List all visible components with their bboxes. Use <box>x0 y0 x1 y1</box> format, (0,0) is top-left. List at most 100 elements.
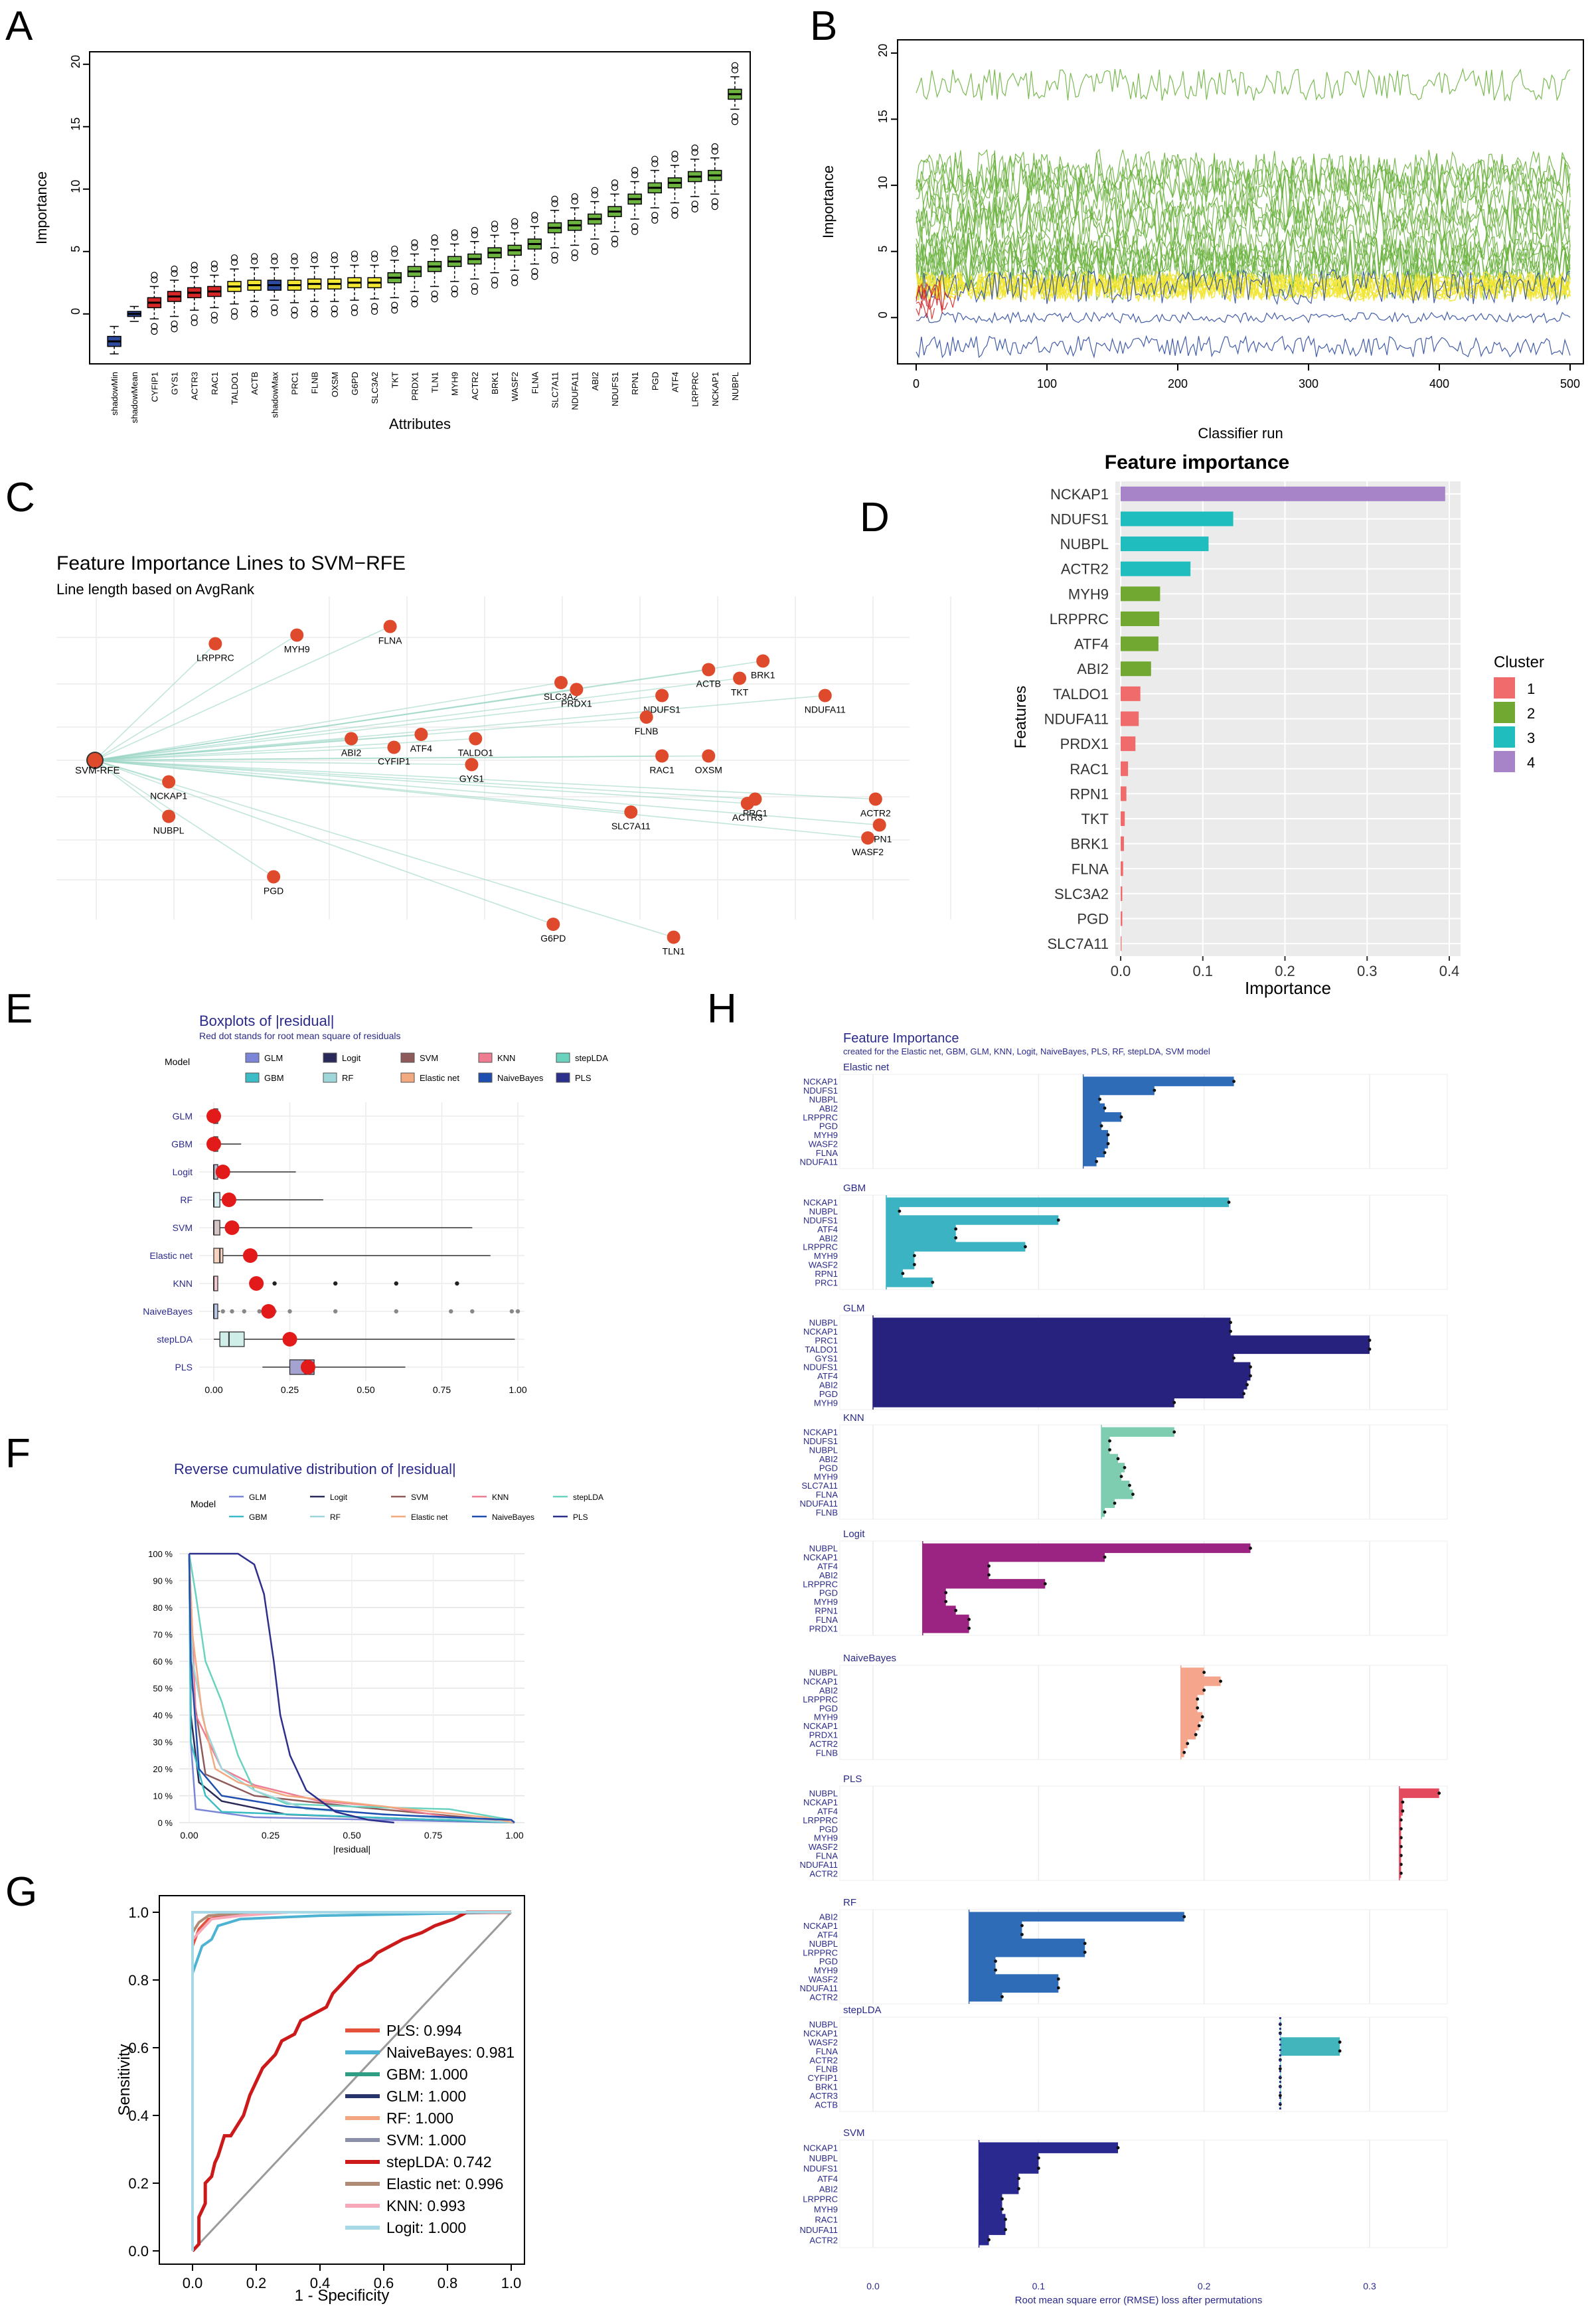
outlier <box>251 257 258 265</box>
feature-label: ABI2 <box>341 748 362 758</box>
chart-title: Feature Importance <box>843 1031 959 1046</box>
feature-label: NUBPL <box>809 1939 838 1949</box>
legend-swatch <box>1494 677 1515 699</box>
importance-bar-ABI2 <box>979 2183 1019 2194</box>
feature-label: PGD <box>819 1824 838 1834</box>
y-tick-label: ACTR2 <box>1061 561 1109 578</box>
importance-point <box>1119 1115 1123 1119</box>
outlier <box>151 272 158 279</box>
outlier <box>371 250 378 258</box>
legend-swatch <box>323 1072 337 1083</box>
x-tick-label: shadowMean <box>129 372 139 423</box>
bar-NDUFS1 <box>1121 511 1234 527</box>
feature-label: ATF4 <box>817 1224 838 1234</box>
x-tick-label: TKT <box>390 372 400 388</box>
importance-point <box>1232 1080 1236 1084</box>
importance-point <box>1106 1133 1110 1137</box>
outlier <box>171 320 178 327</box>
x-tick-label: 0.2 <box>1275 963 1295 979</box>
importance-bar-NCKAP1 <box>969 1920 1022 1931</box>
importance-point <box>1249 1365 1252 1369</box>
outlier <box>511 274 519 282</box>
importance-point <box>1338 2049 1342 2053</box>
outlier <box>571 254 578 262</box>
y-tick-label: 10 % <box>153 1791 173 1801</box>
feature-label: FLNA <box>816 1490 838 1500</box>
importance-bar-NUBPL <box>1180 1667 1204 1677</box>
importance-line-OXSM <box>94 755 709 761</box>
y-tick-label: 20 % <box>153 1764 173 1774</box>
origin-dot <box>86 752 104 769</box>
outlier <box>230 1309 234 1314</box>
importance-point <box>1219 1679 1222 1683</box>
importance-point <box>1229 1329 1232 1333</box>
importance-bar-ACTR2 <box>969 1992 1002 2002</box>
bar-PGD <box>1121 911 1123 926</box>
importance-point <box>1194 1733 1198 1736</box>
plot-frame <box>89 51 751 365</box>
importance-point <box>1017 2177 1020 2181</box>
history-line-ACTR2 <box>916 236 1571 282</box>
y-tick-label: 0.2 <box>128 2175 149 2192</box>
y-tick-label: NDUFS1 <box>1050 511 1109 527</box>
importance-line-PGD <box>94 760 274 878</box>
legend-label: KNN: 0.993 <box>386 2197 465 2214</box>
feature-dot-OXSM <box>702 749 716 763</box>
importance-point <box>1099 1124 1103 1128</box>
x-tick-label: SLC7A11 <box>550 372 560 408</box>
history-line-CYFIP1 <box>916 299 935 319</box>
feature-label: FLNB <box>635 726 659 736</box>
cdf-line-RF <box>188 1553 515 1824</box>
feature-label: NUBPL <box>809 1544 838 1554</box>
importance-bar-MYH9 <box>979 2203 1002 2215</box>
facet-title: RF <box>843 1897 856 1908</box>
outlier <box>531 273 538 280</box>
importance-point <box>1227 1200 1231 1204</box>
feature-label: FLNB <box>816 2064 838 2074</box>
bar-PRDX1 <box>1121 736 1136 752</box>
y-tick-label: ATF4 <box>1074 636 1109 653</box>
feature-label: FLNA <box>816 2046 838 2056</box>
y-tick-label: 0.4 <box>128 2107 149 2124</box>
facet-panel <box>839 2017 1448 2112</box>
feature-label: CYFIP1 <box>378 756 410 767</box>
bar-NCKAP1 <box>1121 486 1445 501</box>
outlier <box>251 310 258 317</box>
x-tick-label: PRC1 <box>289 372 299 395</box>
importance-point <box>994 1959 997 1963</box>
legend-label: RF <box>342 1073 353 1083</box>
feature-label: ATF4 <box>817 2174 838 2184</box>
importance-bar-ABI2 <box>969 1912 1184 1922</box>
outlier <box>731 66 739 74</box>
x-tick-label: ACTR3 <box>190 372 200 400</box>
outlier <box>333 1309 338 1314</box>
panel-a-boruta-boxplot: 0 5 10 15 20 Importance Attributes shadowMin sha… <box>33 51 751 432</box>
x-tick-label: MYH9 <box>450 372 460 396</box>
outlier <box>651 216 659 224</box>
legend-label: SVM <box>420 1053 438 1063</box>
legend-label: NaiveBayes <box>492 1513 534 1522</box>
x-tick-label: 0.50 <box>357 1384 374 1395</box>
feature-label: NDUFS1 <box>803 1086 838 1096</box>
importance-line-NDUFA11 <box>94 695 825 761</box>
outlier <box>411 300 418 307</box>
panel-letter-g: G <box>5 1869 37 1915</box>
y-tick-label: 90 % <box>153 1576 173 1586</box>
importance-bar-PRDX1 <box>922 1623 969 1633</box>
y-tick-label: SLC3A2 <box>1054 886 1109 902</box>
feature-label: LRPPRC <box>803 1112 838 1122</box>
outlier <box>591 243 598 250</box>
x-tick-label: 0 <box>913 377 919 390</box>
importance-point <box>1036 2167 1040 2170</box>
feature-label: PRC1 <box>815 1277 838 1287</box>
x-tick-label: CYFIP1 <box>149 372 159 402</box>
x-tick-label: ACTB <box>250 372 260 395</box>
importance-bar-FLNA <box>1101 1489 1133 1499</box>
y-tick-label: GBM <box>171 1139 193 1149</box>
importance-point <box>1116 2146 1120 2150</box>
feature-dot-FLNA <box>383 619 397 633</box>
feature-label: WASF2 <box>809 1842 838 1852</box>
importance-line-GYS1 <box>94 760 472 766</box>
feature-label: PRDX1 <box>809 1730 838 1740</box>
feature-label: RPN1 <box>815 1269 838 1279</box>
